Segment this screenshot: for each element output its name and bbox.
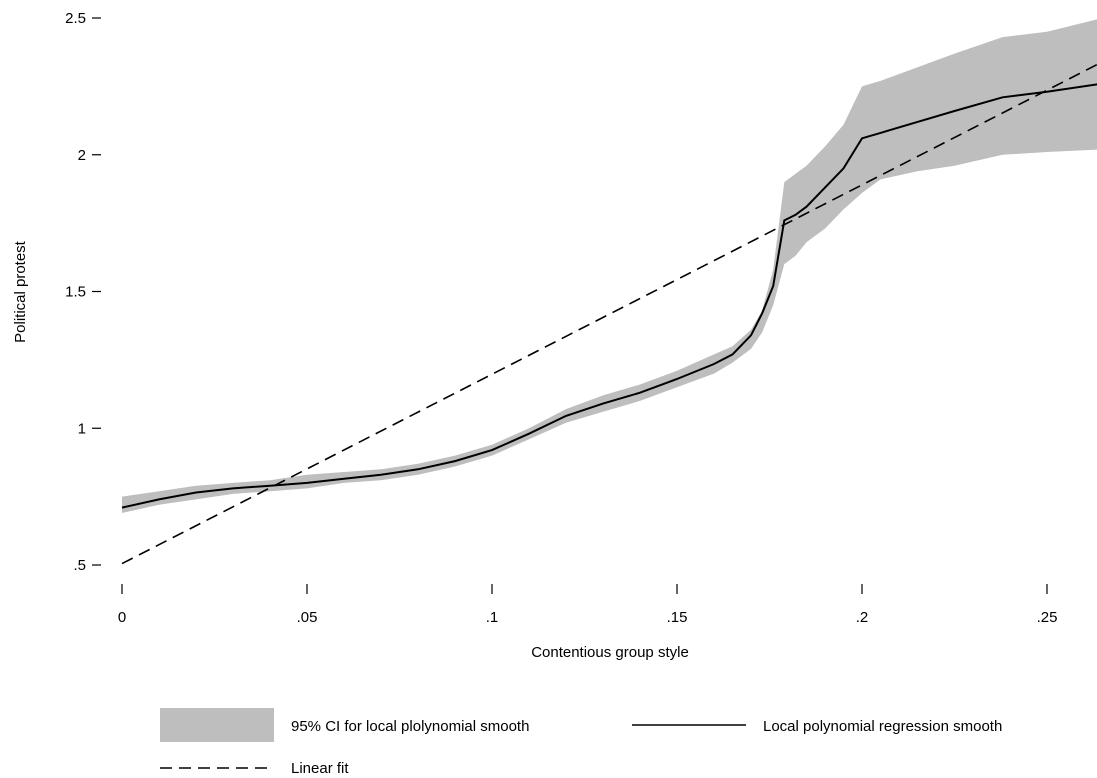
x-tick-label: .25 [1037,609,1058,626]
y-axis-title: Political protest [12,240,29,343]
x-tick-label: .05 [297,609,318,626]
legend-label-linear: Linear fit [291,760,349,777]
confidence-band [122,19,1097,513]
y-tick-label: 2.5 [65,10,86,27]
y-tick-label: 2 [78,147,86,164]
y-tick-label: 1.5 [65,284,86,301]
y-tick-label: .5 [73,557,86,574]
smooth-line [121,83,1097,509]
legend-label-ci: 95% CI for local plolynomial smooth [291,718,529,735]
linear-fit-line [121,63,1097,565]
plot-area [121,19,1097,565]
legend: 95% CI for local plolynomial smooth Loca… [160,708,1002,777]
y-tick-label: 1 [78,420,86,437]
legend-swatch-ci [160,708,274,742]
legend-label-smooth: Local polynomial regression smooth [763,718,1002,735]
x-axis: 0 .05 .1 .15 .2 .25 [118,584,1058,626]
x-tick-label: .2 [856,609,869,626]
y-axis: .5 1 1.5 2 2.5 [65,10,101,574]
x-tick-label: 0 [118,609,126,626]
x-tick-label: .1 [486,609,499,626]
x-axis-title: Contentious group style [531,644,689,661]
x-tick-label: .15 [667,609,688,626]
